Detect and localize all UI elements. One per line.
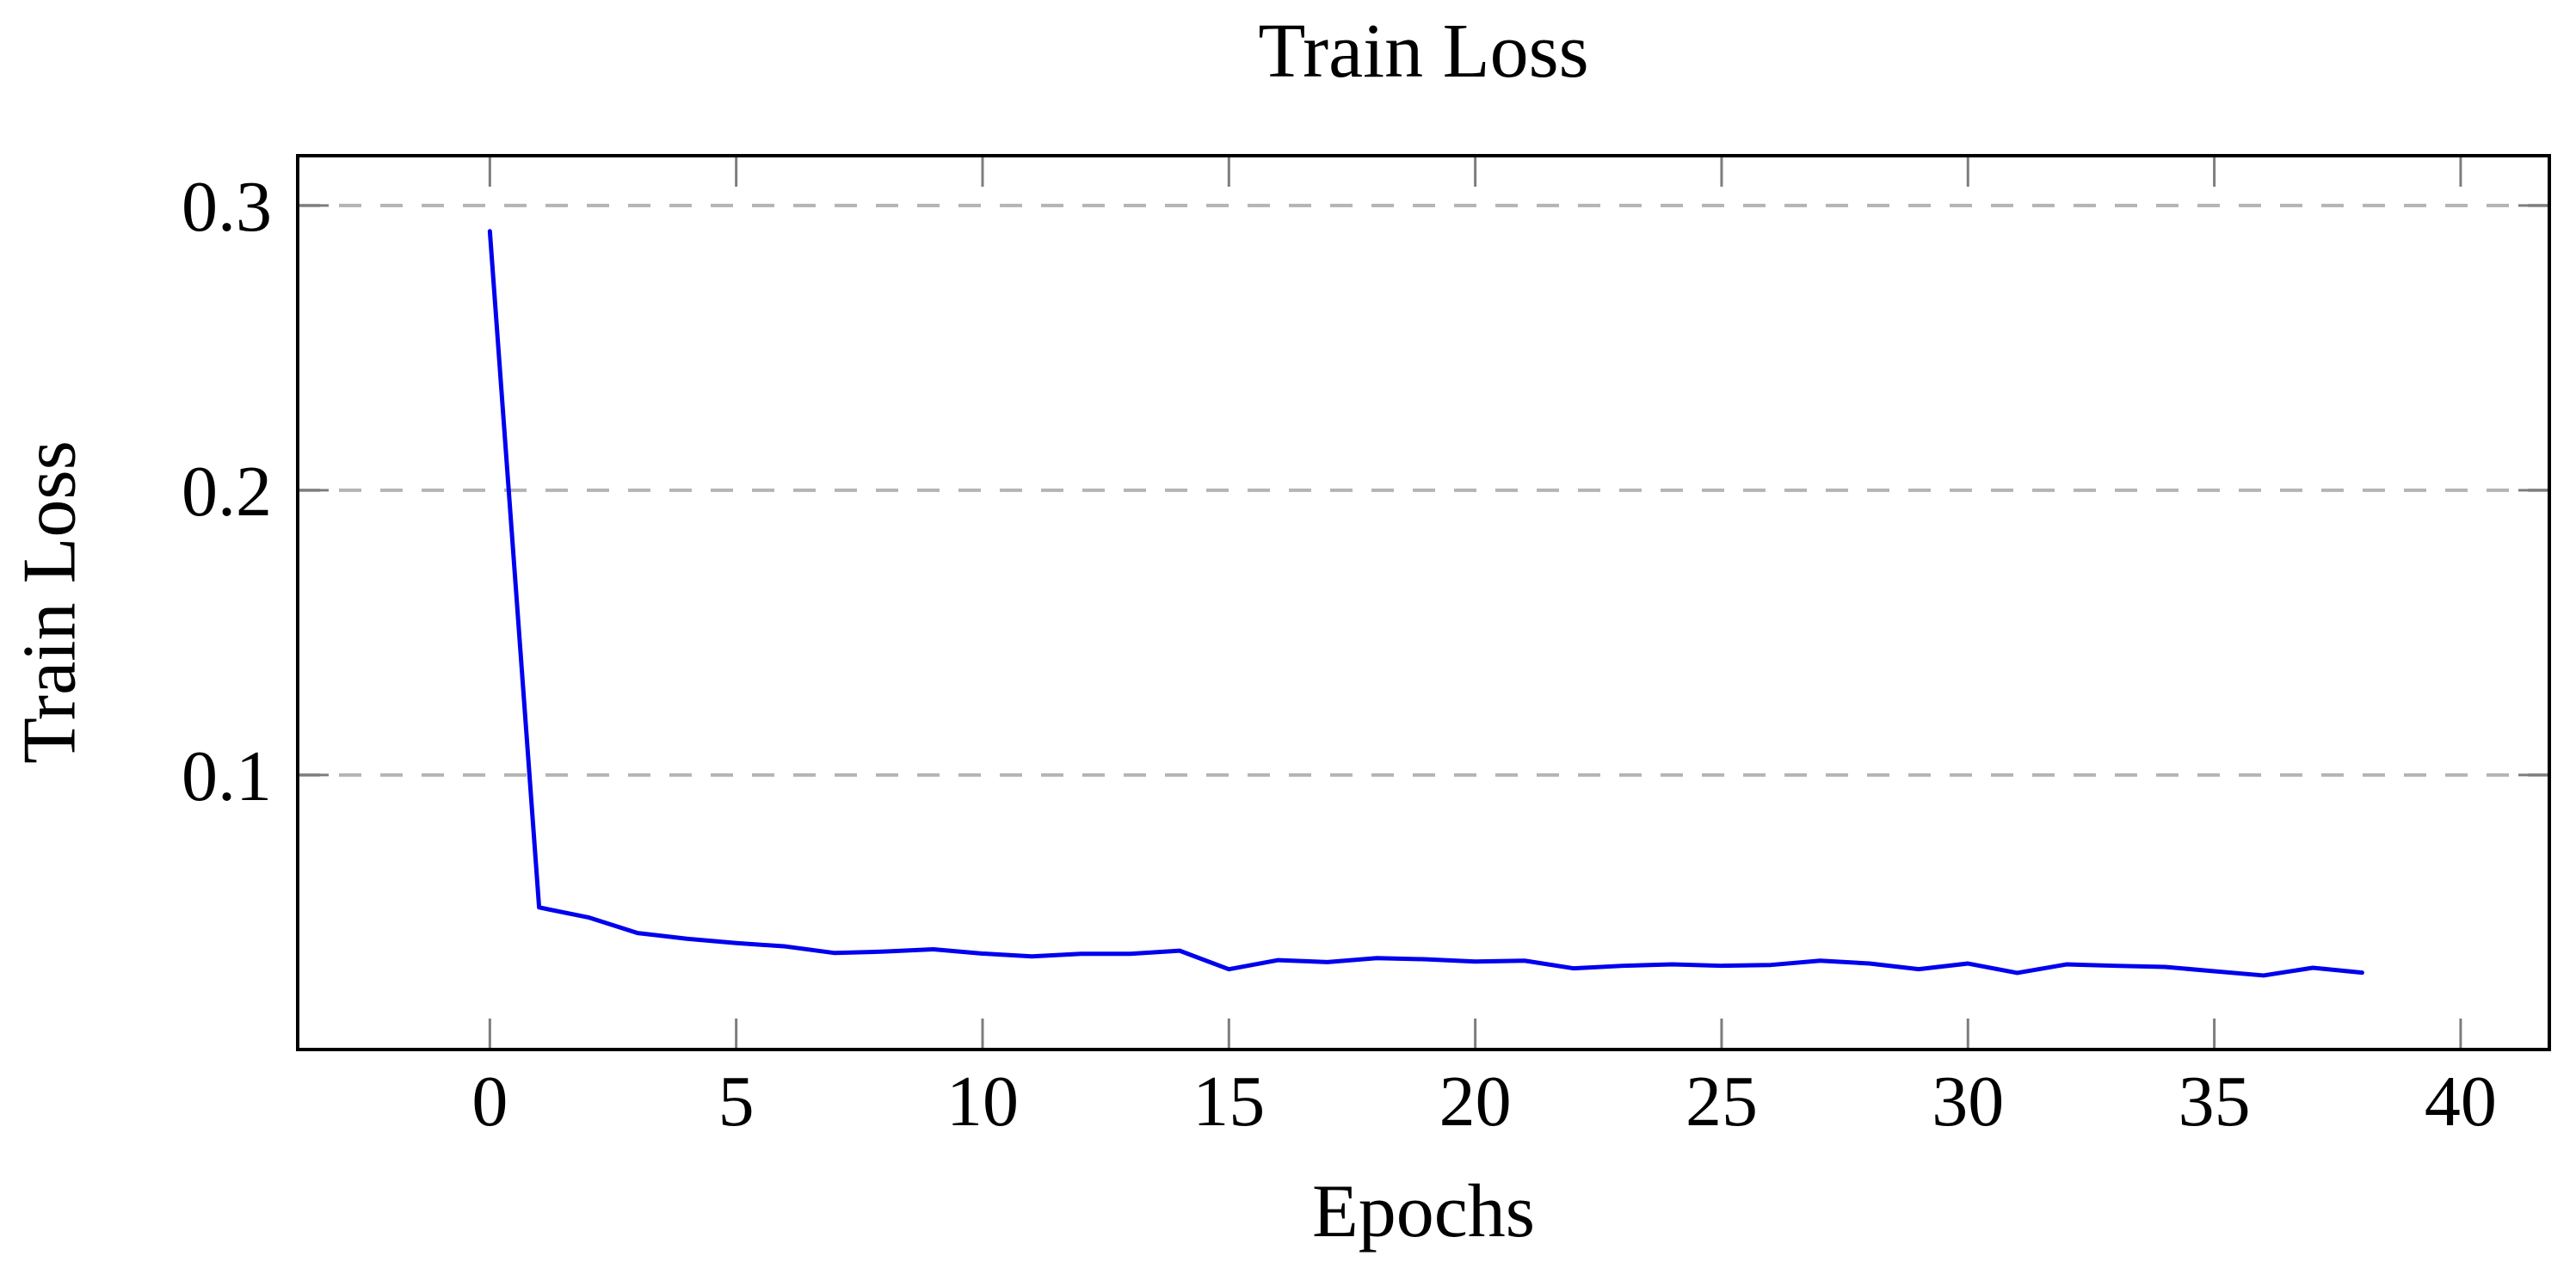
x-tick-label: 5: [718, 1062, 755, 1142]
x-tick-label: 40: [2425, 1062, 2497, 1142]
y-tick-label: 0.3: [182, 167, 272, 247]
x-tick-label: 25: [1685, 1062, 1758, 1142]
x-axis-label: Epochs: [1311, 1170, 1536, 1253]
y-tick-label: 0.1: [182, 736, 272, 816]
plot-frame: [296, 154, 2551, 1051]
x-tick-label: 0: [471, 1062, 508, 1142]
x-tick-label: 15: [1192, 1062, 1265, 1142]
x-tick-label: 10: [946, 1062, 1019, 1142]
x-tick-label: 20: [1439, 1062, 1512, 1142]
x-tick-label: 30: [1932, 1062, 2004, 1142]
y-tick-label: 0.2: [182, 452, 272, 532]
train-loss-curve: [487, 229, 2364, 978]
chart-title: Train Loss: [1258, 9, 1589, 94]
x-tick-label: 35: [2179, 1062, 2251, 1142]
